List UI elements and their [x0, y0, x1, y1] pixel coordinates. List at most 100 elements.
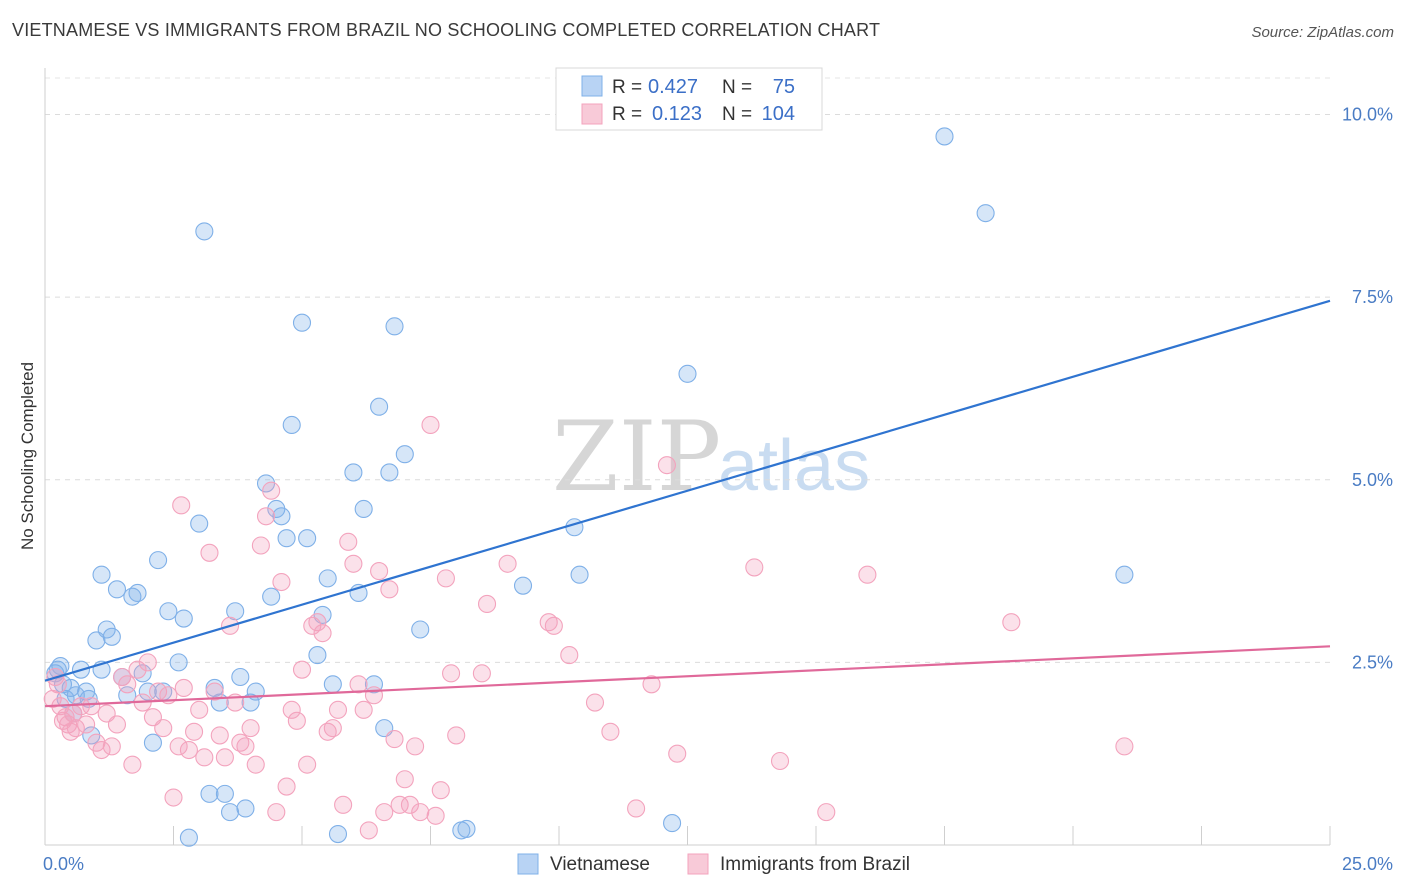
watermark-zip: ZIP	[552, 401, 721, 513]
point-vietnamese	[195, 222, 214, 241]
point-brazil	[251, 536, 270, 555]
point-vietnamese	[174, 609, 193, 628]
point-brazil	[858, 565, 877, 584]
point-vietnamese	[513, 576, 533, 595]
tick-labels: 2.5% 5.0% 7.5% 10.0% 0.0% 25.0%	[43, 105, 1393, 874]
point-brazil	[585, 693, 605, 712]
point-vietnamese	[370, 397, 389, 416]
point-brazil	[107, 715, 127, 734]
point-brazil	[71, 697, 91, 716]
x-tick-label: 0.0%	[43, 854, 84, 874]
axes	[44, 68, 1331, 846]
point-vietnamese	[364, 675, 384, 694]
point-brazil	[185, 722, 204, 741]
point-brazil	[323, 719, 342, 738]
point-vietnamese	[282, 415, 301, 435]
point-brazil	[334, 795, 353, 814]
stats-swatch-brazil	[581, 103, 603, 125]
point-brazil	[477, 594, 497, 613]
point-brazil	[627, 799, 646, 818]
series-legend: Vietnamese Immigrants from Brazil	[517, 853, 910, 875]
point-brazil	[164, 788, 183, 807]
point-vietnamese	[411, 620, 430, 639]
point-brazil	[66, 719, 85, 738]
point-vietnamese	[323, 675, 342, 694]
point-brazil	[277, 777, 296, 796]
source-credit: Source: ZipAtlas.com	[1251, 24, 1394, 41]
point-brazil	[370, 562, 389, 581]
point-brazil	[601, 722, 620, 741]
point-vietnamese	[179, 828, 198, 847]
point-vietnamese	[133, 664, 152, 683]
point-vietnamese	[92, 565, 111, 584]
point-brazil	[1002, 613, 1021, 632]
stats-r-label: R =	[612, 104, 642, 125]
point-brazil	[817, 803, 836, 822]
point-vietnamese	[138, 682, 157, 701]
point-vietnamese	[215, 784, 234, 803]
trend-line-vietnamese	[44, 299, 1331, 682]
point-vietnamese	[118, 686, 137, 705]
point-brazil	[354, 700, 373, 719]
point-brazil	[61, 722, 80, 741]
point-vietnamese	[123, 587, 142, 606]
stats-n-value: 75	[773, 76, 795, 98]
point-brazil	[657, 456, 676, 475]
point-brazil	[668, 744, 687, 763]
point-vietnamese	[143, 733, 162, 752]
point-brazil	[303, 616, 322, 635]
point-brazil	[169, 737, 188, 756]
point-vietnamese	[102, 627, 121, 646]
point-vietnamese	[308, 646, 327, 665]
legend-label-vietnamese: Vietnamese	[550, 854, 650, 875]
point-brazil	[770, 751, 790, 771]
point-vietnamese	[277, 529, 296, 548]
point-brazil	[375, 803, 394, 822]
y-tick-label: 7.5%	[1352, 287, 1393, 307]
point-brazil	[128, 660, 147, 679]
point-brazil	[292, 660, 312, 679]
point-brazil	[544, 616, 563, 635]
point-brazil	[215, 748, 234, 767]
point-brazil	[262, 481, 281, 500]
point-vietnamese	[220, 803, 240, 822]
point-vietnamese	[200, 784, 219, 803]
point-vietnamese	[935, 127, 954, 146]
stats-legend: R = 0.427 N = 75 R = 0.123 N = 104	[555, 67, 823, 131]
point-brazil	[123, 755, 142, 774]
point-brazil	[174, 678, 193, 697]
point-brazil	[539, 613, 558, 632]
point-brazil	[318, 722, 337, 741]
point-brazil	[231, 733, 250, 752]
legend-swatch-brazil	[687, 853, 709, 875]
legend-swatch-vietnamese	[517, 853, 539, 875]
point-vietnamese	[241, 693, 260, 712]
point-vietnamese	[107, 580, 127, 599]
point-brazil	[313, 624, 332, 643]
stats-swatch-vietnamese	[581, 75, 603, 97]
point-brazil	[349, 675, 368, 694]
y-tick-label: 10.0%	[1342, 105, 1393, 125]
point-brazil	[421, 415, 440, 435]
stats-r-value: 0.427	[648, 76, 698, 98]
point-vietnamese	[385, 317, 404, 336]
point-vietnamese	[231, 667, 250, 687]
point-brazil	[210, 726, 229, 745]
trend-lines	[44, 299, 1331, 708]
point-brazil	[287, 711, 306, 730]
point-brazil	[395, 770, 414, 789]
point-vietnamese	[318, 569, 337, 588]
point-vietnamese	[292, 313, 312, 332]
point-brazil	[380, 580, 399, 599]
stats-n-label: N =	[722, 77, 752, 98]
point-brazil	[328, 700, 348, 719]
point-vietnamese	[395, 445, 414, 464]
point-brazil	[102, 737, 121, 756]
point-brazil	[267, 803, 286, 822]
point-vietnamese	[236, 799, 255, 818]
point-brazil	[560, 646, 579, 665]
point-vietnamese	[169, 653, 188, 672]
stats-r-label: R =	[612, 77, 642, 98]
point-brazil	[82, 697, 101, 716]
